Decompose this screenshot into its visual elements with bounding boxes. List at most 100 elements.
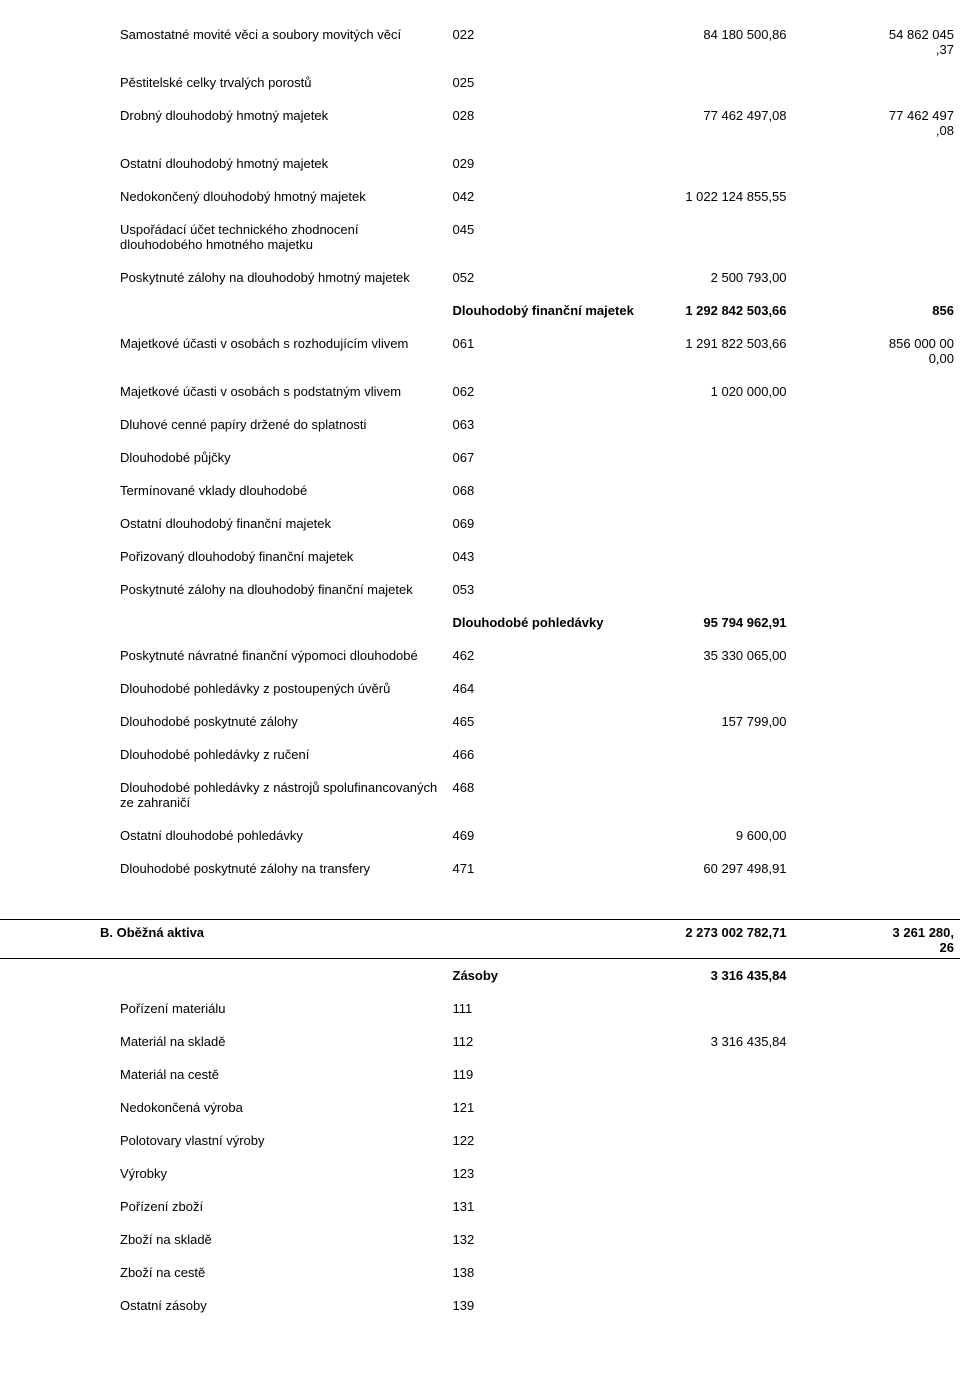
spacer-row [0, 501, 960, 513]
row-code: 131 [447, 1196, 514, 1217]
subhead-v2: 856 [793, 300, 960, 321]
row-code: 111 [447, 998, 514, 1019]
subhead-label: Dlouhodobé pohledávky [447, 612, 514, 633]
spacer-row [0, 1052, 960, 1064]
row-code: 053 [447, 579, 514, 600]
row-v1: 157 799,00 [513, 711, 792, 732]
table-row: Samostatné movité věci a soubory movitýc… [0, 24, 960, 60]
table-section-b-header: B. Oběžná aktiva 2 273 002 782,71 3 261 … [0, 922, 960, 958]
spacer-row [0, 93, 960, 105]
spacer-row [0, 666, 960, 678]
row-label: Ostatní zásoby [0, 1295, 447, 1316]
subhead-spacer [0, 965, 447, 986]
row-code: 138 [447, 1262, 514, 1283]
spacer-row [0, 60, 960, 72]
row-label: Nedokončený dlouhodobý hmotný majetek [0, 186, 447, 207]
row-label: Ostatní dlouhodobý finanční majetek [0, 513, 447, 534]
row-v2: 856 000 00 0,00 [793, 333, 960, 369]
table-row: Dluhové cenné papíry držené do splatnost… [0, 414, 960, 435]
row-code: 465 [447, 711, 514, 732]
subhead-v1: 3 316 435,84 [513, 965, 792, 986]
row-v2 [793, 998, 960, 1019]
row-v1: 1 020 000,00 [513, 381, 792, 402]
subhead-spacer [0, 300, 447, 321]
subheading-row: Dlouhodobé pohledávky95 794 962,91 [0, 612, 960, 633]
row-label: Poskytnuté návratné finanční výpomoci dl… [0, 645, 447, 666]
spacer-cell [0, 1151, 960, 1163]
row-label: Poskytnuté zálohy na dlouhodobý hmotný m… [0, 267, 447, 288]
row-label: Majetkové účasti v osobách s podstatným … [0, 381, 447, 402]
row-code: 121 [447, 1097, 514, 1118]
table-row: Zboží na cestě138 [0, 1262, 960, 1283]
spacer-cell [0, 288, 960, 300]
row-v2 [793, 186, 960, 207]
row-v1: 9 600,00 [513, 825, 792, 846]
table-row: Dlouhodobé poskytnuté zálohy465157 799,0… [0, 711, 960, 732]
spacer-cell [0, 699, 960, 711]
table-row: Dlouhodobé pohledávky z ručení466 [0, 744, 960, 765]
row-code: 468 [447, 777, 514, 813]
row-v2 [793, 678, 960, 699]
section-b-label: B. Oběžná aktiva [0, 922, 513, 958]
spacer-cell [0, 321, 960, 333]
spacer-cell [0, 60, 960, 72]
row-v1 [513, 219, 792, 255]
spacer-cell [0, 174, 960, 186]
spacer-row [0, 1019, 960, 1031]
spacer-row [0, 369, 960, 381]
spacer-cell [0, 846, 960, 858]
spacer-cell [0, 600, 960, 612]
table-row: Ostatní dlouhodobý finanční majetek069 [0, 513, 960, 534]
table-row: Majetkové účasti v osobách s podstatným … [0, 381, 960, 402]
spacer-cell [0, 255, 960, 267]
row-v1 [513, 1130, 792, 1151]
spacer-row [0, 986, 960, 998]
spacer-row [0, 174, 960, 186]
table-row: Ostatní dlouhodobé pohledávky4699 600,00 [0, 825, 960, 846]
spacer-cell [0, 402, 960, 414]
row-label: Ostatní dlouhodobý hmotný majetek [0, 153, 447, 174]
row-label: Dlouhodobé pohledávky z nástrojů spolufi… [0, 777, 447, 813]
row-label: Materiál na cestě [0, 1064, 447, 1085]
table-row: Výrobky123 [0, 1163, 960, 1184]
row-v2 [793, 546, 960, 567]
row-v2 [793, 825, 960, 846]
spacer-cell [0, 765, 960, 777]
spacer-cell [0, 501, 960, 513]
row-v1 [513, 1295, 792, 1316]
row-label: Pořizovaný dlouhodobý finanční majetek [0, 546, 447, 567]
table-row: Termínované vklady dlouhodobé068 [0, 480, 960, 501]
row-v2 [793, 645, 960, 666]
subhead-v2 [793, 612, 960, 633]
row-label: Majetkové účasti v osobách s rozhodující… [0, 333, 447, 369]
row-v2 [793, 711, 960, 732]
spacer-cell [0, 732, 960, 744]
spacer-cell [0, 986, 960, 998]
spacer-row [0, 699, 960, 711]
table-row: Nedokončená výroba121 [0, 1097, 960, 1118]
row-code: 462 [447, 645, 514, 666]
spacer-cell [0, 1283, 960, 1295]
row-v2 [793, 1196, 960, 1217]
spacer-cell [0, 369, 960, 381]
row-label: Materiál na skladě [0, 1031, 447, 1052]
table-row: Poskytnuté zálohy na dlouhodobý finanční… [0, 579, 960, 600]
spacer-cell [0, 1250, 960, 1262]
row-code: 069 [447, 513, 514, 534]
subhead-spacer [0, 612, 447, 633]
row-v2 [793, 447, 960, 468]
spacer-row [0, 321, 960, 333]
row-v1 [513, 1163, 792, 1184]
row-label: Drobný dlouhodobý hmotný majetek [0, 105, 447, 141]
row-code: 042 [447, 186, 514, 207]
table-zasoby: Zásoby3 316 435,84Pořízení materiálu111M… [0, 965, 960, 1316]
row-v1: 84 180 500,86 [513, 24, 792, 60]
row-v1: 1 291 822 503,66 [513, 333, 792, 369]
row-v2 [793, 381, 960, 402]
row-v1: 60 297 498,91 [513, 858, 792, 879]
row-v1 [513, 546, 792, 567]
row-v2 [793, 267, 960, 288]
row-v1: 2 500 793,00 [513, 267, 792, 288]
spacer-cell [0, 207, 960, 219]
row-label: Zboží na cestě [0, 1262, 447, 1283]
